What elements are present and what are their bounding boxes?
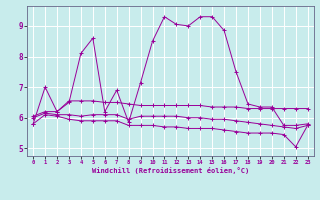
X-axis label: Windchill (Refroidissement éolien,°C): Windchill (Refroidissement éolien,°C) xyxy=(92,167,249,174)
